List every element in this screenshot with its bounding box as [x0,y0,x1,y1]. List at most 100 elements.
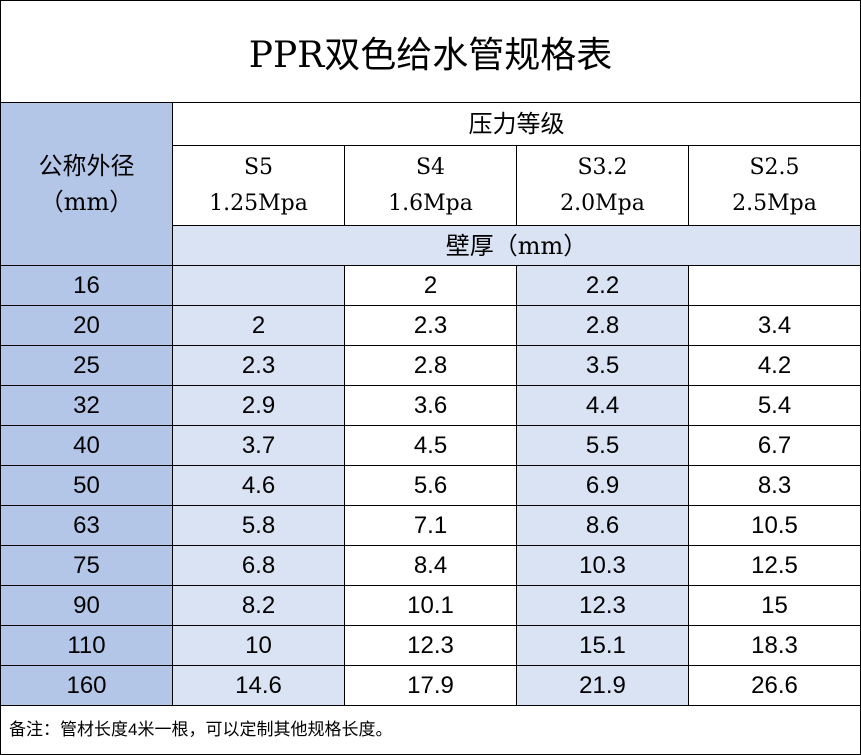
cell-text: 2.3 [413,311,448,339]
table-cell: 10.3 [517,546,689,586]
cell-text: 10 [245,631,272,659]
table-cell: 26.6 [689,666,860,706]
cell-text: 110 [67,631,106,659]
group-label: 压力等级 [468,110,565,138]
cell-text: 2 [251,311,266,339]
cell-text: 40 [73,431,100,459]
table-cell: 2.3 [173,346,345,386]
cell-text: 14.6 [235,671,282,699]
cell-text: 4.6 [241,471,276,499]
table-cell: 5.8 [173,506,345,546]
cell-text: 7.1 [413,511,448,539]
cell-text: 90 [73,591,100,619]
table-cell: 2 [345,266,517,306]
cell-text: 63 [73,511,100,539]
cell-text: 3.7 [241,431,276,459]
cell-text: 25 [73,351,100,379]
cell-text: 5.8 [241,511,276,539]
pressure-label: 1.25Mpa [209,190,308,216]
table-cell: 2.8 [517,306,689,346]
table-cell [689,266,860,306]
table-cell: 8.6 [517,506,689,546]
pressure-label: 2.0Mpa [560,190,645,216]
cell-text: 10.5 [751,511,798,539]
cell-text: 17.9 [407,671,454,699]
table-cell: 18.3 [689,626,860,666]
cell-text: 15 [761,591,788,619]
column-header: S3.2 2.0Mpa [517,146,689,226]
cell-text: 6.8 [241,551,276,579]
table-cell: 8.4 [345,546,517,586]
row-header: 20 [1,306,173,346]
table-cell: 8.3 [689,466,860,506]
row-header: 32 [1,386,173,426]
table-cell: 6.9 [517,466,689,506]
series-label: S5 [243,154,274,180]
row-header: 160 [1,666,173,706]
table-cell: 4.6 [173,466,345,506]
cell-text: 5.6 [413,471,448,499]
cell-text: 2.3 [241,351,276,379]
column-header: S2.5 2.5Mpa [689,146,860,226]
cell-text: 20 [73,311,100,339]
cell-text: 26.6 [751,671,798,699]
table-cell: 10 [173,626,345,666]
cell-text: 15.1 [579,631,626,659]
row-header: 110 [1,626,173,666]
table-cell: 2.3 [345,306,517,346]
table-cell: 10.1 [345,586,517,626]
table-cell: 2.9 [173,386,345,426]
table-cell: 5.5 [517,426,689,466]
table-cell: 2 [173,306,345,346]
column-header: S5 1.25Mpa [173,146,345,226]
table-cell: 17.9 [345,666,517,706]
table-cell: 15 [689,586,860,626]
cell-text: 8.4 [413,551,448,579]
table-cell: 12.3 [345,626,517,666]
row-header: 40 [1,426,173,466]
cell-text: 18.3 [751,631,798,659]
series-label: S2.5 [749,154,800,180]
pressure-label: 1.6Mpa [388,190,473,216]
corner-label: 公称外径 [38,152,135,180]
corner-header: 公称外径 （mm） [1,103,173,266]
cell-text: 8.3 [757,471,792,499]
table-cell: 3.5 [517,346,689,386]
table-cell: 4.4 [517,386,689,426]
cell-text: 3.5 [585,351,620,379]
row-header: 25 [1,346,173,386]
table-cell: 3.4 [689,306,860,346]
cell-text: 21.9 [579,671,626,699]
table-cell: 12.3 [517,586,689,626]
table-cell: 14.6 [173,666,345,706]
cell-text: 10.1 [407,591,454,619]
cell-text: 2.8 [585,311,620,339]
table-cell: 3.7 [173,426,345,466]
cell-text: 4.2 [757,351,792,379]
row-header: 63 [1,506,173,546]
table-cell: 3.6 [345,386,517,426]
cell-text: 12.3 [407,631,454,659]
table-cell: 21.9 [517,666,689,706]
row-header: 75 [1,546,173,586]
group-header: 压力等级 [173,103,860,146]
table-cell: 7.1 [345,506,517,546]
cell-text: 4.4 [585,391,620,419]
cell-text: 12.5 [751,551,798,579]
row-header: 16 [1,266,173,306]
cell-text: 50 [73,471,100,499]
cell-text: 2 [423,271,438,299]
cell-text: 10.3 [579,551,626,579]
cell-text: 2.8 [413,351,448,379]
table-cell: 4.5 [345,426,517,466]
column-header: S4 1.6Mpa [345,146,517,226]
table-cell [173,266,345,306]
cell-text: 6.9 [585,471,620,499]
note: 备注：管材长度4米一根，可以定制其他规格长度。 [9,720,393,739]
table-cell: 12.5 [689,546,860,586]
table-cell: 2.2 [517,266,689,306]
cell-text: 5.5 [585,431,620,459]
title: PPR双色给水管规格表 [1,1,860,103]
corner-label: （mm） [39,188,134,216]
